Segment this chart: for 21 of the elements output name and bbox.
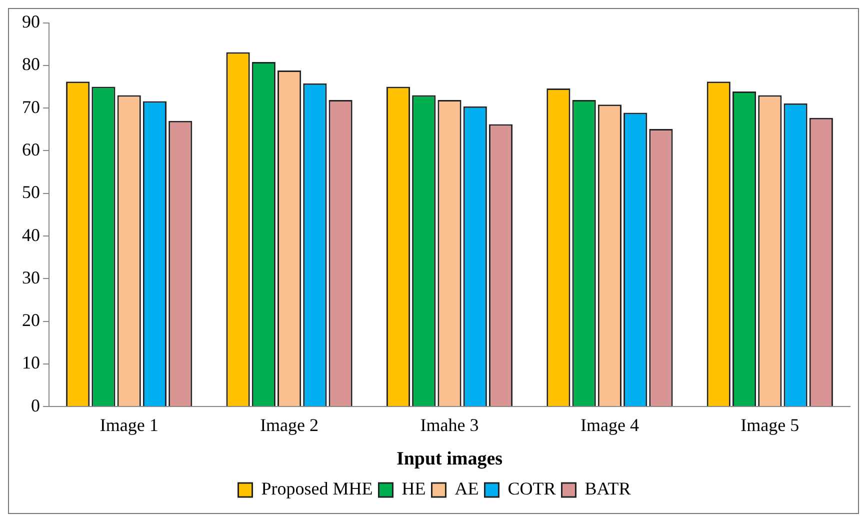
y-tick-label: 40 bbox=[22, 224, 40, 245]
y-tick-label: 10 bbox=[22, 352, 40, 373]
legend-label: BATR bbox=[584, 478, 631, 499]
y-tick-label: 90 bbox=[22, 12, 40, 32]
x-tick-label: Image 5 bbox=[740, 415, 800, 436]
y-tick-label: 30 bbox=[22, 267, 40, 288]
x-tick-label: Imahe 3 bbox=[420, 415, 479, 436]
y-tick-label: 50 bbox=[22, 182, 40, 202]
y-tick-label: 20 bbox=[22, 310, 40, 330]
x-tick-label: Image 4 bbox=[580, 415, 639, 436]
legend-label: AE bbox=[454, 478, 479, 499]
legend-label: HE bbox=[402, 478, 426, 499]
x-tick-label: Image 1 bbox=[100, 415, 158, 436]
legend-label: Proposed MHE bbox=[261, 478, 373, 499]
y-tick-label: 80 bbox=[22, 54, 40, 74]
y-tick-label: 60 bbox=[22, 139, 40, 160]
y-tick-label: 0 bbox=[31, 395, 40, 416]
legend-label: COTR bbox=[508, 478, 556, 499]
y-tick-label: 70 bbox=[22, 96, 40, 117]
x-axis-title: Input images bbox=[396, 448, 503, 470]
x-tick-label: Image 2 bbox=[260, 415, 319, 436]
